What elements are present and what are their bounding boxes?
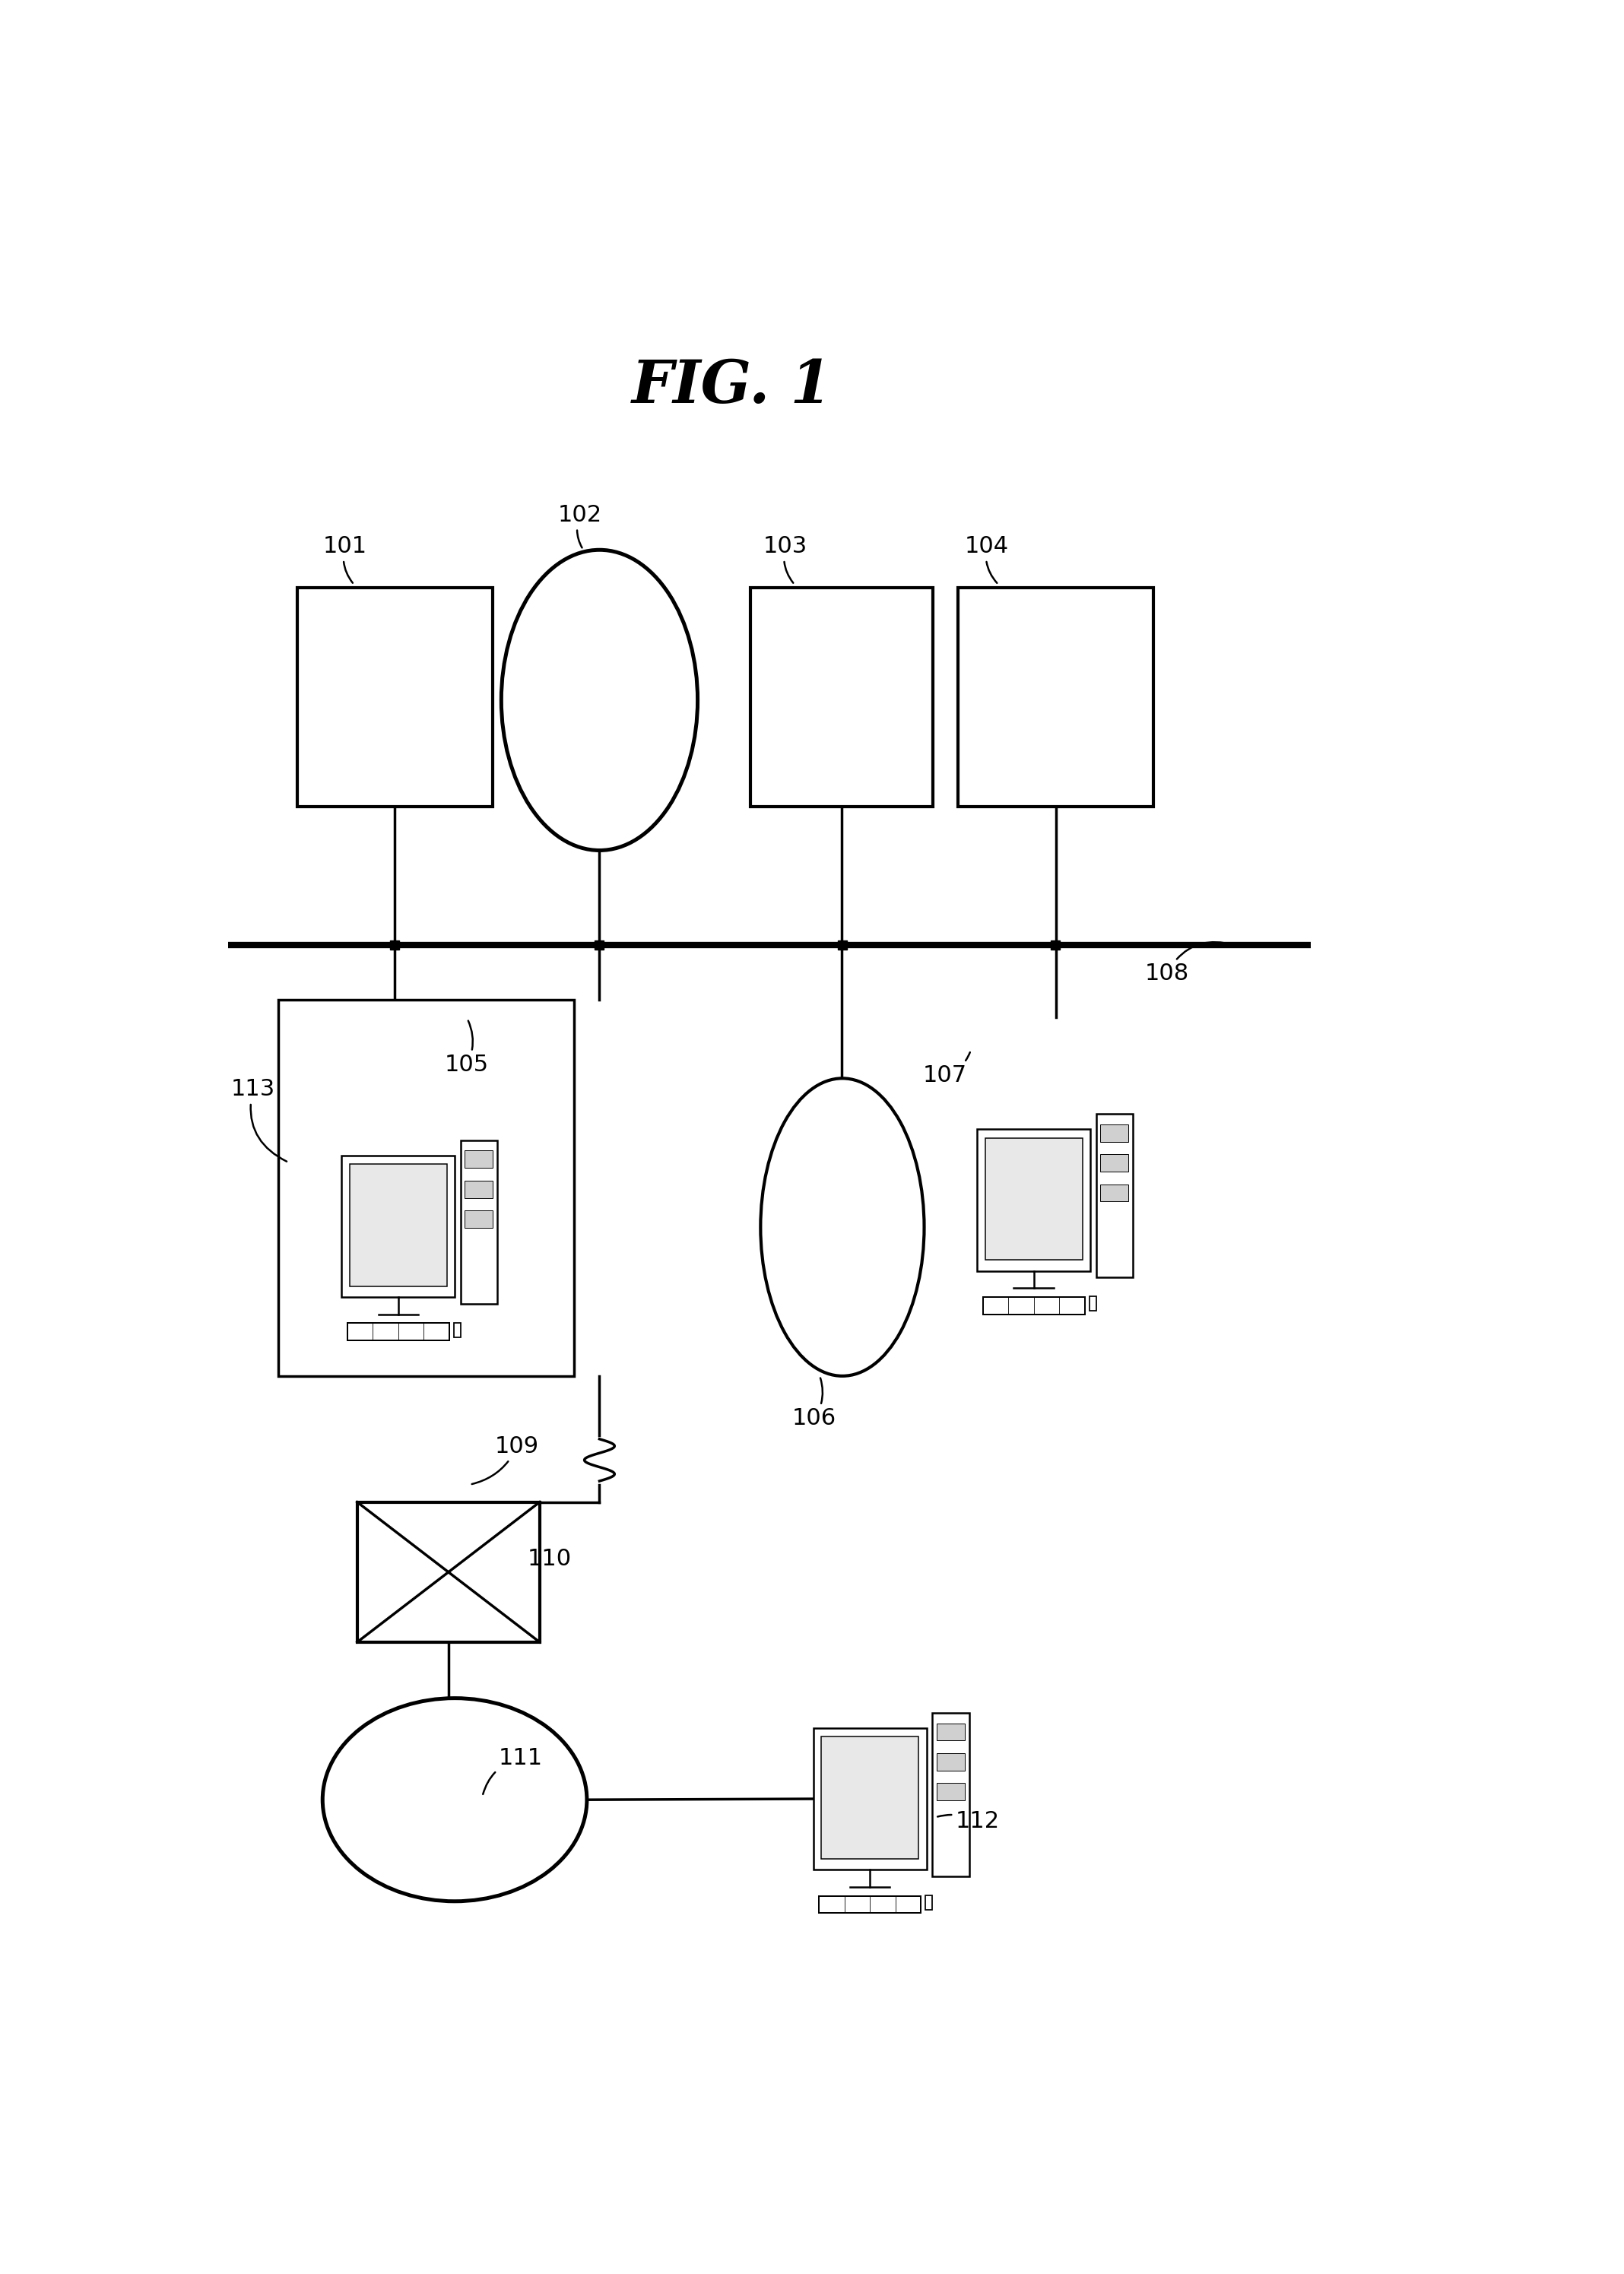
Text: 108: 108 [1145, 941, 1233, 985]
FancyBboxPatch shape [357, 1503, 539, 1642]
FancyBboxPatch shape [937, 1724, 965, 1740]
Ellipse shape [323, 1699, 586, 1901]
FancyBboxPatch shape [937, 1753, 965, 1771]
FancyBboxPatch shape [978, 1130, 1090, 1271]
Text: 102: 102 [559, 505, 603, 548]
FancyBboxPatch shape [937, 1783, 965, 1801]
Text: 103: 103 [763, 537, 807, 582]
Ellipse shape [502, 550, 698, 850]
FancyBboxPatch shape [986, 1137, 1082, 1260]
FancyBboxPatch shape [464, 1151, 492, 1169]
FancyBboxPatch shape [750, 589, 932, 807]
FancyBboxPatch shape [926, 1897, 932, 1910]
FancyBboxPatch shape [453, 1323, 460, 1337]
Text: 109: 109 [473, 1435, 539, 1485]
FancyBboxPatch shape [460, 1139, 497, 1303]
FancyBboxPatch shape [464, 1180, 492, 1198]
FancyBboxPatch shape [297, 589, 492, 807]
FancyBboxPatch shape [349, 1164, 447, 1287]
Text: 107: 107 [922, 1053, 970, 1087]
FancyBboxPatch shape [1090, 1296, 1096, 1310]
FancyBboxPatch shape [983, 1296, 1085, 1314]
FancyBboxPatch shape [279, 1001, 575, 1376]
Text: 106: 106 [793, 1378, 836, 1430]
Text: 110: 110 [528, 1549, 572, 1571]
FancyBboxPatch shape [348, 1323, 450, 1342]
FancyBboxPatch shape [822, 1737, 919, 1858]
Text: 113: 113 [231, 1078, 287, 1162]
Text: 101: 101 [323, 537, 367, 582]
FancyBboxPatch shape [958, 589, 1153, 807]
Text: 112: 112 [937, 1810, 1000, 1833]
FancyBboxPatch shape [1101, 1155, 1129, 1171]
FancyBboxPatch shape [341, 1155, 455, 1296]
FancyBboxPatch shape [464, 1210, 492, 1228]
Ellipse shape [760, 1078, 924, 1376]
FancyBboxPatch shape [1101, 1185, 1129, 1201]
FancyBboxPatch shape [932, 1712, 970, 1876]
FancyBboxPatch shape [1096, 1114, 1134, 1278]
FancyBboxPatch shape [1101, 1123, 1129, 1142]
Text: 105: 105 [445, 1021, 489, 1076]
FancyBboxPatch shape [818, 1897, 921, 1912]
Text: FIG. 1: FIG. 1 [632, 357, 831, 416]
Text: 104: 104 [965, 537, 1009, 582]
Text: 111: 111 [482, 1746, 542, 1794]
FancyBboxPatch shape [814, 1728, 927, 1869]
